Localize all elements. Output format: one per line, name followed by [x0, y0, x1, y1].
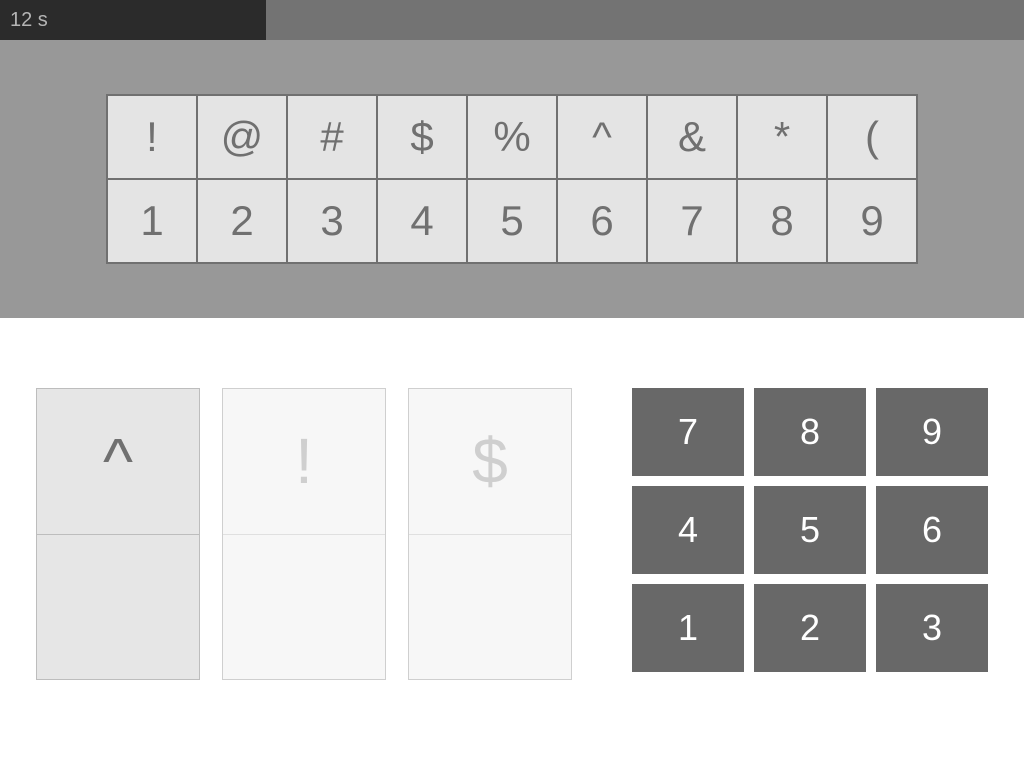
ref-symbol-cell: *: [737, 95, 827, 179]
ref-number-cell: 3: [287, 179, 377, 263]
keypad-key-2[interactable]: 2: [754, 584, 866, 672]
answer-card[interactable]: !: [222, 388, 386, 680]
keypad-key-8[interactable]: 8: [754, 388, 866, 476]
ref-symbol-cell: @: [197, 95, 287, 179]
play-area: ^!$ 789 456 123: [0, 318, 1024, 680]
ref-symbol-cell: $: [377, 95, 467, 179]
ref-symbol-cell: !: [107, 95, 197, 179]
ref-symbol-cell: (: [827, 95, 917, 179]
reference-grid: !@#$%^&*(123456789: [106, 94, 918, 264]
answer-card[interactable]: ^: [36, 388, 200, 680]
ref-number-cell: 4: [377, 179, 467, 263]
card-answer-slot: [37, 535, 199, 680]
card-row: ^!$: [36, 388, 572, 680]
card-answer-slot: [223, 535, 385, 680]
card-symbol: ^: [37, 389, 199, 535]
timer-bar: 12 s: [0, 0, 1024, 40]
ref-symbol-cell: ^: [557, 95, 647, 179]
ref-number-cell: 5: [467, 179, 557, 263]
reference-panel: !@#$%^&*(123456789: [0, 40, 1024, 318]
keypad-key-5[interactable]: 5: [754, 486, 866, 574]
ref-number-cell: 1: [107, 179, 197, 263]
keypad-key-3[interactable]: 3: [876, 584, 988, 672]
keypad: 789 456 123: [632, 388, 988, 680]
keypad-key-9[interactable]: 9: [876, 388, 988, 476]
answer-card[interactable]: $: [408, 388, 572, 680]
ref-number-cell: 2: [197, 179, 287, 263]
keypad-key-7[interactable]: 7: [632, 388, 744, 476]
ref-symbol-cell: &: [647, 95, 737, 179]
keypad-key-6[interactable]: 6: [876, 486, 988, 574]
ref-symbol-cell: #: [287, 95, 377, 179]
card-answer-slot: [409, 535, 571, 680]
keypad-key-4[interactable]: 4: [632, 486, 744, 574]
ref-number-cell: 6: [557, 179, 647, 263]
ref-number-cell: 9: [827, 179, 917, 263]
ref-number-cell: 7: [647, 179, 737, 263]
keypad-key-1[interactable]: 1: [632, 584, 744, 672]
ref-symbol-cell: %: [467, 95, 557, 179]
timer-label: 12 s: [10, 0, 48, 40]
card-symbol: !: [223, 389, 385, 535]
ref-number-cell: 8: [737, 179, 827, 263]
card-symbol: $: [409, 389, 571, 535]
